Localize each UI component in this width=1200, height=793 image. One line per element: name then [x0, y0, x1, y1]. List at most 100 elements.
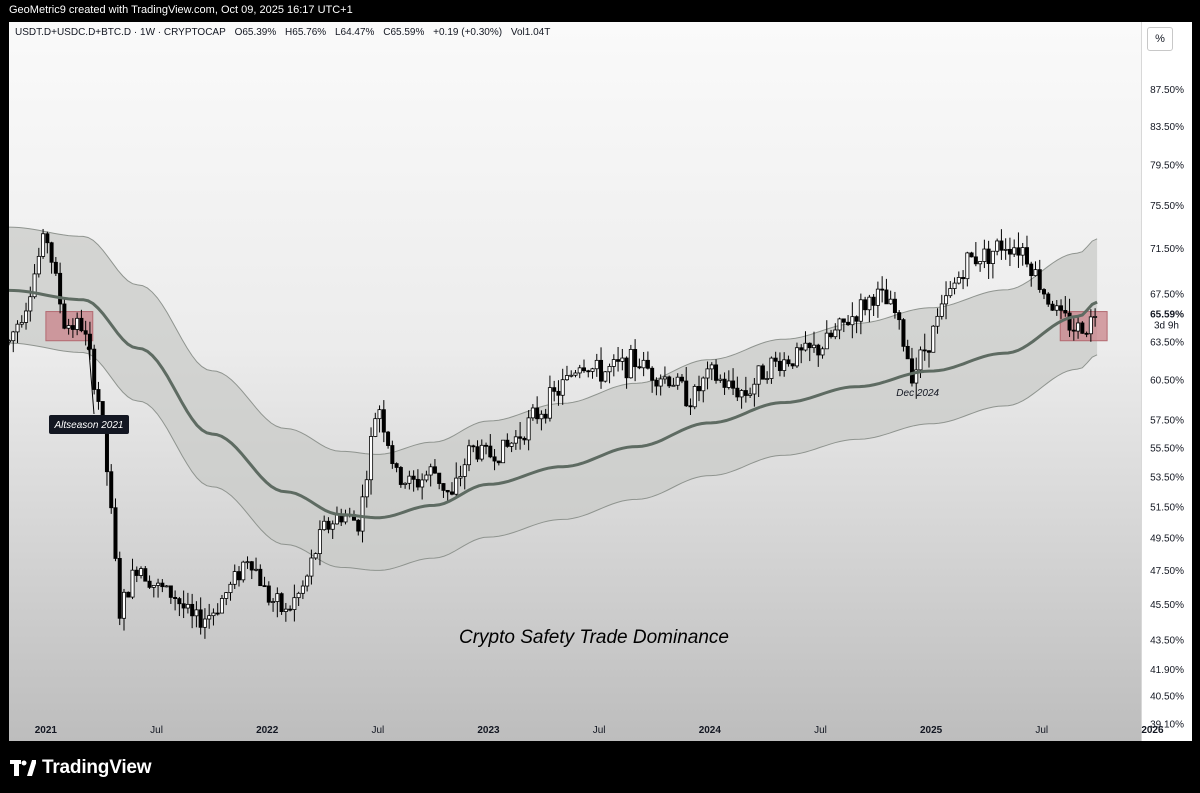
candle-body	[28, 296, 33, 312]
candle	[731, 368, 736, 396]
chart-svg[interactable]: Altseason 2021 Dec 2024 Crypto Safety Trad…	[9, 22, 1192, 741]
candle	[398, 465, 403, 488]
candle-body	[820, 348, 825, 356]
candle	[688, 398, 693, 416]
candle-body	[752, 383, 757, 395]
candle-body	[151, 585, 156, 588]
candle	[228, 581, 233, 601]
x-axis: 2021 Jul 2022 Jul 2023 Jul 2024 Jul 2025 Jul 2026	[35, 725, 1164, 736]
candle	[586, 369, 591, 378]
candle-body	[522, 437, 527, 441]
candle-body	[224, 592, 229, 599]
candle	[330, 520, 335, 539]
candle	[305, 574, 310, 592]
candle-body	[45, 233, 50, 244]
candle	[986, 240, 991, 279]
candle-body	[79, 317, 84, 332]
candle-body	[854, 316, 859, 322]
candle-body	[1080, 322, 1085, 334]
candle-body	[309, 557, 314, 577]
y-tick-label: 79.50%	[1150, 161, 1184, 172]
candle-body	[11, 331, 16, 342]
candle-body	[70, 325, 75, 330]
candle	[254, 557, 259, 572]
candle	[582, 359, 587, 373]
candle-body	[420, 479, 425, 488]
x-tick-label: 2022	[256, 725, 279, 736]
candle	[650, 366, 655, 393]
x-tick-label: Jul	[814, 725, 827, 736]
candle-body	[194, 609, 199, 617]
candle	[564, 365, 569, 381]
candle	[675, 373, 680, 390]
candle	[658, 374, 663, 396]
y-tick-label: 43.50%	[1150, 635, 1184, 646]
candle-body	[96, 389, 101, 402]
candle	[462, 458, 467, 490]
candle-body	[411, 475, 416, 480]
tradingview-logo[interactable]: TradingView	[10, 757, 152, 779]
candle	[897, 310, 902, 330]
candle	[944, 281, 949, 320]
candle-body	[24, 310, 29, 323]
candle	[202, 608, 207, 639]
candle	[790, 363, 795, 369]
candle	[641, 351, 646, 377]
candle-body	[705, 368, 710, 379]
candle-body	[961, 277, 966, 280]
candle-body	[743, 390, 748, 396]
legend-symbol[interactable]: USDT.D+USDC.D+BTC.D · 1W · CRYPTOCAP	[15, 27, 226, 38]
candle-body	[526, 417, 531, 441]
candle	[714, 359, 719, 384]
candle	[935, 308, 940, 334]
x-tick-label: 2024	[699, 725, 722, 736]
y-tick-label: 83.50%	[1150, 122, 1184, 133]
candle	[709, 362, 714, 381]
candle-body	[122, 591, 127, 619]
candle-body	[935, 315, 940, 327]
candle	[1037, 259, 1042, 293]
candles-layer	[9, 228, 1098, 639]
candle	[1071, 318, 1076, 341]
candle-body	[428, 466, 433, 476]
candle-body	[590, 368, 595, 372]
candle-body	[543, 413, 548, 419]
candle	[194, 601, 199, 628]
candle	[471, 444, 476, 453]
candle-body	[275, 593, 280, 602]
annotation-point	[86, 346, 91, 351]
percent-scale-button[interactable]: %	[1147, 27, 1173, 51]
price-scale[interactable]	[1141, 22, 1192, 741]
candle-body	[939, 303, 944, 317]
candle-body	[569, 374, 574, 377]
candle-body	[760, 365, 765, 380]
candle	[654, 377, 659, 396]
candle-body	[956, 277, 961, 284]
candle	[590, 367, 595, 379]
candle	[786, 355, 791, 367]
candle-body	[130, 569, 135, 598]
candle-body	[437, 472, 442, 484]
candle-body	[769, 357, 774, 379]
candle-body	[381, 409, 386, 433]
candle-body	[552, 387, 557, 392]
candle-body	[449, 491, 454, 495]
candle	[752, 377, 757, 407]
candle	[484, 442, 489, 455]
candle	[1046, 292, 1051, 307]
candle	[965, 251, 970, 287]
candle	[126, 591, 131, 598]
candle-body	[645, 359, 650, 369]
y-tick-label: 57.50%	[1150, 416, 1184, 427]
candle-body	[1050, 303, 1055, 311]
x-tick-label: 2025	[920, 725, 943, 736]
candle-body	[914, 369, 919, 384]
candle-body	[202, 618, 207, 628]
x-tick-label: Jul	[371, 725, 384, 736]
candle-body	[343, 515, 348, 523]
candle	[812, 331, 817, 353]
candle	[134, 566, 139, 583]
candle-body	[518, 436, 523, 439]
candle-body	[245, 561, 250, 564]
candle	[211, 608, 216, 626]
